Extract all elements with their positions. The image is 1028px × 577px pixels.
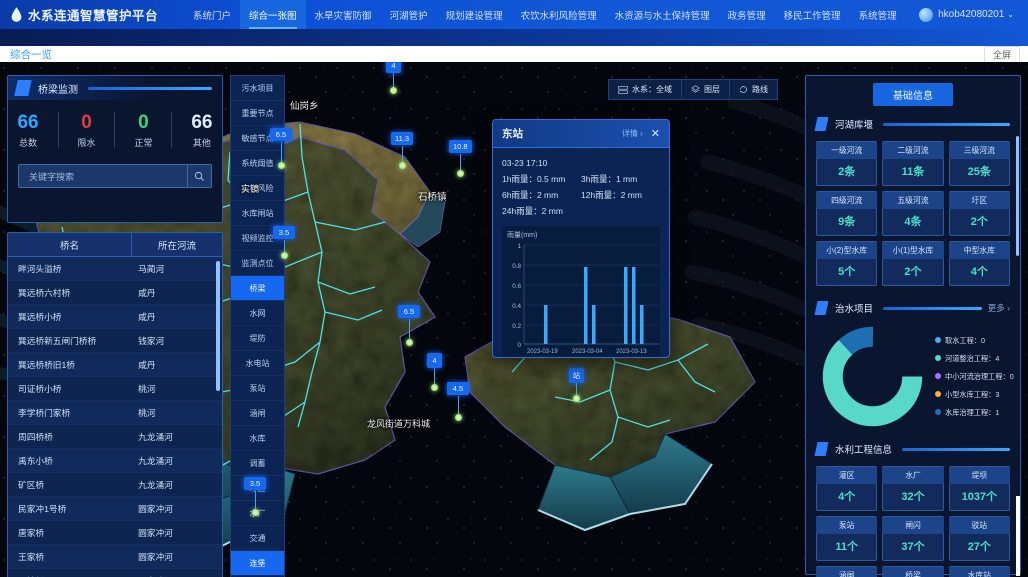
svg-text:2023-03-19: 2023-03-19 (527, 349, 558, 355)
svg-text:0: 0 (517, 342, 521, 349)
svg-text:0.6: 0.6 (512, 283, 521, 290)
svg-text:0.8: 0.8 (512, 263, 521, 270)
svg-text:2023-03-04: 2023-03-04 (572, 349, 603, 355)
svg-text:0.4: 0.4 (512, 303, 521, 310)
svg-text:2023-03-13: 2023-03-13 (616, 349, 647, 355)
svg-text:0.2: 0.2 (512, 323, 521, 330)
svg-text:1: 1 (517, 243, 521, 250)
